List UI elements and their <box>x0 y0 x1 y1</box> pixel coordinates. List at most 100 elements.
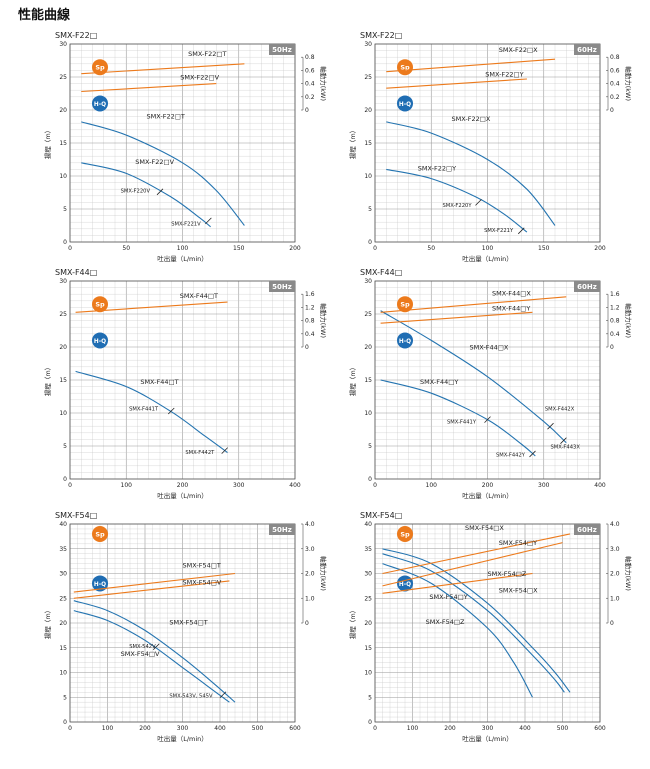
y2-tick-label: 2.0 <box>610 571 620 578</box>
y-tick-label: 5 <box>368 206 372 213</box>
sp-curve <box>73 572 236 593</box>
y-tick-label: 20 <box>59 107 67 114</box>
x-tick-label: 300 <box>538 482 550 489</box>
y-tick-label: 5 <box>368 694 372 701</box>
y-tick-label: 10 <box>364 410 372 417</box>
y-tick-label: 25 <box>59 595 67 602</box>
freq-badge-bg <box>574 281 600 292</box>
chart-panel-f22-50hz: SMX-F22□ 0 50 100 150 200 吐出量（L/min） 0 5 10 15 20 25… <box>15 27 328 275</box>
y-tick-label: 35 <box>59 546 67 553</box>
x-tick-label: 50 <box>427 245 435 252</box>
y2-tick-label: 4.0 <box>305 521 315 528</box>
y-tick-label: 20 <box>59 344 67 351</box>
plot-frame <box>69 280 296 480</box>
sp-badge-label: Sp <box>95 531 105 539</box>
y-tick-label: 0 <box>368 239 372 246</box>
y-tick-label: 15 <box>59 140 67 147</box>
y2-tick-label: 1.0 <box>305 595 315 602</box>
y-tick-label: 25 <box>364 74 372 81</box>
x-tick-label: 0 <box>68 725 72 732</box>
sp-curve <box>382 572 533 594</box>
y2-tick-label: 0.6 <box>305 67 315 74</box>
hq-curve <box>380 379 536 457</box>
sp-curve <box>382 542 563 587</box>
hq-curve <box>382 548 571 693</box>
freq-badge-label: 50Hz <box>272 46 292 54</box>
sp-curve <box>81 83 217 93</box>
y2-tick-label: 0.6 <box>610 67 620 74</box>
y2-tick-label: 0 <box>305 620 309 627</box>
y-tick-label: 15 <box>364 377 372 384</box>
hq-curve <box>81 162 211 228</box>
plot-frame <box>69 43 296 243</box>
sp-badge-circle <box>397 526 413 542</box>
hq-curve <box>73 600 236 703</box>
hq-badge-label: H-Q <box>94 582 106 588</box>
chart-title: SMX-F44□ <box>360 268 402 277</box>
chart-svg: SMX-F44□0 100 200 300 400吐出量（L/min）051015202… <box>43 268 328 500</box>
y2-tick-label: 0.4 <box>305 81 315 88</box>
x-tick-label: 200 <box>139 725 151 732</box>
y-tick-label: 10 <box>364 173 372 180</box>
y-axis-label: 揚程（m） <box>348 127 357 159</box>
hq-badge-label: H-Q <box>399 102 411 108</box>
grid <box>69 523 296 723</box>
y-tick-label: 10 <box>59 173 67 180</box>
sp-curve <box>386 78 527 89</box>
x-axis-label: 吐出量（L/min） <box>157 734 208 743</box>
series-label: SMX-F54□T <box>169 618 207 626</box>
marker-label: SMX-F441Y <box>447 420 477 426</box>
chart-svg: SMX-F22□ 0 50 100 150 200 吐出量（L/min） 0 5 10 15 20 25… <box>348 31 633 263</box>
x-tick-label: 0 <box>373 245 377 252</box>
x-axis-label: 吐出量（L/min） <box>157 254 208 263</box>
series-label: SMX-F22□T <box>147 113 185 121</box>
hq-curve <box>386 168 528 233</box>
hq-badge-label: H-Q <box>94 339 106 345</box>
chart-title: SMX-F22□ <box>55 31 97 40</box>
freq-badge-label: 50Hz <box>272 283 292 291</box>
grid <box>374 523 601 723</box>
hq-badge-circle <box>92 575 108 592</box>
x-axis-label: 吐出量（L/min） <box>462 734 513 743</box>
sp-curve <box>386 58 556 73</box>
x-tick-label: 150 <box>538 245 550 252</box>
marker-tick <box>529 450 536 458</box>
y-tick-label: 35 <box>364 546 372 553</box>
series-label: SMX-F44□T <box>180 292 218 300</box>
y2-tick-label: 0 <box>610 107 614 114</box>
series-label: SMX-F22□X <box>452 115 491 123</box>
hq-curve <box>81 121 245 226</box>
y-tick-label: 20 <box>364 107 372 114</box>
y-axis-label: 揚程（m） <box>348 607 357 639</box>
sp-curve <box>75 301 228 313</box>
hq-badge-circle <box>397 95 413 112</box>
x-tick-label: 50 <box>122 245 130 252</box>
y2-axis-label: 軸動力(kW) <box>319 66 328 101</box>
chart-panel-f22-60hz: SMX-F22□ 0 50 100 150 200 吐出量（L/min） 0 5 10 15 20 25… <box>320 27 633 275</box>
sp-badge-circle <box>92 526 108 542</box>
y2-tick-label: 1.6 <box>305 291 315 298</box>
series-label: SMX-F22□Y <box>485 70 523 78</box>
series-label: SMX-F22□V <box>135 158 174 166</box>
y-tick-label: 25 <box>364 311 372 318</box>
y-tick-label: 15 <box>59 377 67 384</box>
x-tick-label: 200 <box>177 482 189 489</box>
sp-curve <box>81 63 245 75</box>
x-axis-label: 吐出量（L/min） <box>157 491 208 500</box>
chart-svg: SMX-F54□0 100 200 300 400 500 600吐出量（L/min）051… <box>43 511 328 743</box>
y2-tick-label: 1.2 <box>610 304 620 311</box>
sp-badge-circle <box>397 59 413 76</box>
marker-label: SMX-543V, 545V <box>169 693 213 699</box>
sp-badge-circle <box>397 296 413 313</box>
marker-tick <box>156 188 164 196</box>
series-label: SMX-F54□Z <box>426 618 465 626</box>
freq-badge-label: 60Hz <box>577 526 597 534</box>
x-tick-label: 100 <box>177 245 189 252</box>
series-label: SMX-F44□Y <box>420 378 458 386</box>
y2-tick-label: 1.2 <box>305 304 315 311</box>
x-tick-label: 400 <box>519 725 531 732</box>
y2-tick-label: 0.8 <box>610 318 620 325</box>
freq-badge-bg <box>269 281 295 292</box>
y-tick-label: 5 <box>368 443 372 450</box>
y2-tick-label: 1.0 <box>610 595 620 602</box>
